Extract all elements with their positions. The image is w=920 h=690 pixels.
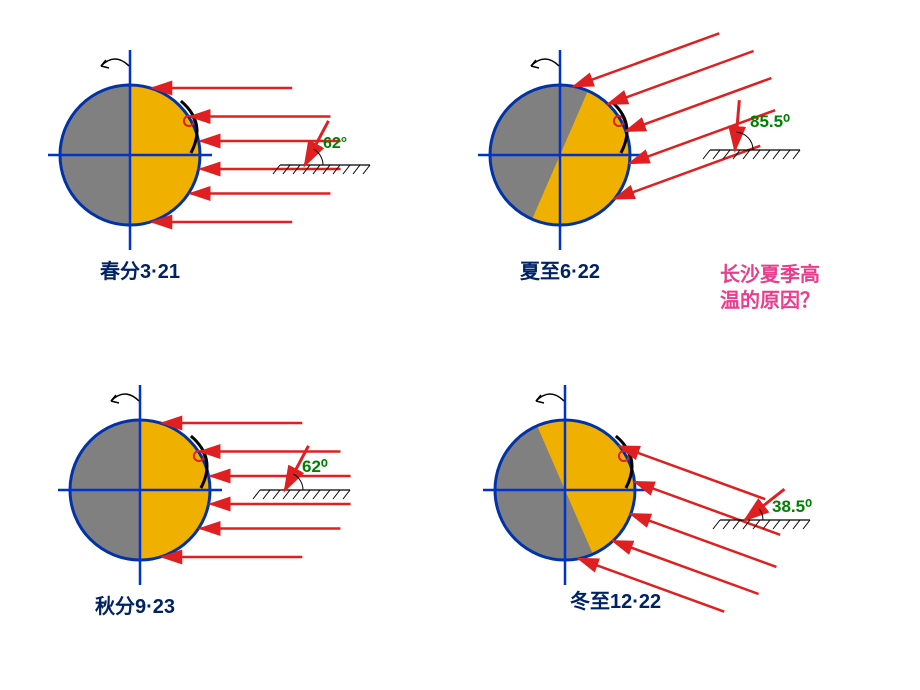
summer-note-line1: 长沙夏季高 bbox=[720, 262, 820, 288]
summer-angle-label: 85.5⁰ bbox=[750, 112, 790, 132]
winter-caption: 冬至12·22 bbox=[570, 585, 661, 614]
winter-angle-label: 38.5⁰ bbox=[772, 497, 812, 517]
autumn-angle-label: 62⁰ bbox=[302, 457, 328, 477]
spring-angle-label: 62° bbox=[323, 135, 347, 153]
summer-note-line2: 温的原因？ bbox=[720, 288, 820, 314]
autumn-caption: 秋分9·23 bbox=[95, 590, 175, 619]
spring-caption: 春分3·21 bbox=[100, 255, 180, 284]
panel-spring bbox=[0, 0, 920, 690]
summer-note: 长沙夏季高温的原因？ bbox=[720, 262, 820, 314]
panel-winter bbox=[0, 0, 920, 690]
panel-summer bbox=[0, 0, 920, 690]
panel-autumn bbox=[0, 0, 920, 690]
summer-caption: 夏至6·22 bbox=[520, 255, 600, 284]
